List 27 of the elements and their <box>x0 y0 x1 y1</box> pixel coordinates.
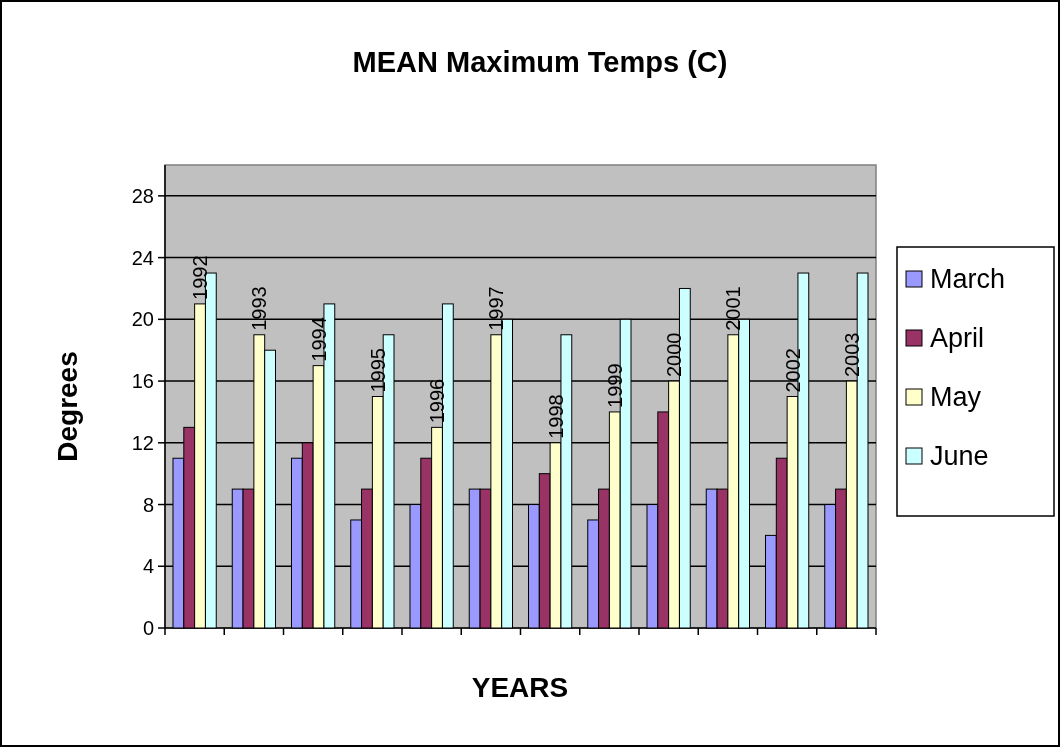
x-tick-label: 2003 <box>840 332 863 378</box>
y-tick-label: 0 <box>142 617 154 639</box>
x-axis-title: YEARS <box>471 672 569 703</box>
x-tick-label: 1995 <box>366 348 389 393</box>
legend-label: April <box>930 323 985 354</box>
x-tick-label: 1994 <box>307 317 330 362</box>
x-tick-label: 1997 <box>485 286 508 331</box>
y-tick-label: 4 <box>142 555 154 578</box>
x-tick-label: 1992 <box>189 255 212 300</box>
x-tick-label: 1996 <box>426 378 449 424</box>
y-tick-label: 28 <box>131 184 154 207</box>
x-tick-label: 2001 <box>722 286 745 331</box>
legend-label: March <box>930 264 1006 295</box>
y-tick-label: 24 <box>131 246 154 269</box>
y-tick-label: 20 <box>131 308 154 331</box>
x-tick-label: 2000 <box>663 332 686 378</box>
x-tick-label: 1998 <box>544 394 567 439</box>
y-axis-title: Degrees <box>52 351 83 462</box>
x-tick-label: 1993 <box>248 286 271 331</box>
x-tick-label: 1999 <box>603 363 626 408</box>
y-tick-label: 16 <box>131 370 154 393</box>
x-tick-label: 2002 <box>781 348 804 393</box>
y-tick-label: 12 <box>131 431 154 454</box>
legend-label: May <box>930 382 982 413</box>
y-tick-label: 8 <box>142 493 154 516</box>
legend-label: June <box>930 441 989 472</box>
chart-title: MEAN Maximum Temps (C) <box>352 46 728 78</box>
